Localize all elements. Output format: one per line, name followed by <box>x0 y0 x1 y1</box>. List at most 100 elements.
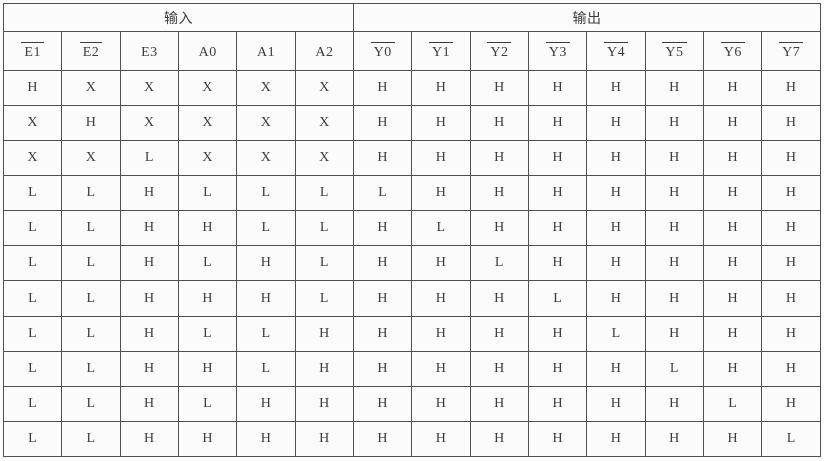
truth-table-cell: H <box>761 385 821 422</box>
truth-table-cell: H <box>353 245 413 282</box>
truth-table-cell: L <box>61 420 121 458</box>
truth-table-cell: H <box>586 245 646 282</box>
truth-table-cell: H <box>119 315 180 352</box>
signal-label: E3 <box>141 44 158 60</box>
truth-table-cell: H <box>703 350 763 387</box>
truth-table-cell: H <box>703 105 763 142</box>
truth-table-cell: H <box>469 105 530 142</box>
truth-table-cell: H <box>353 140 413 177</box>
truth-table-cell: H <box>703 280 763 317</box>
truth-table-cell: H <box>119 210 180 247</box>
truth-table-cell: H <box>411 280 471 317</box>
truth-table-cell: H <box>644 420 705 458</box>
column-header-e2: E2 <box>61 31 121 71</box>
truth-table-cell: H <box>411 350 471 387</box>
truth-table-cell: H <box>236 280 296 317</box>
overlined-signal-label: Y0 <box>370 41 395 60</box>
truth-table-cell: H <box>528 69 588 107</box>
truth-table-cell: H <box>469 140 530 177</box>
truth-table-cell: H <box>119 350 180 387</box>
truth-table-cell: H <box>761 350 821 387</box>
truth-table-cell: L <box>761 420 821 458</box>
truth-table-cell: L <box>178 315 238 352</box>
truth-table-cell: H <box>469 385 530 422</box>
truth-table-cell: H <box>411 69 471 107</box>
group-header-row: 输入 输出 <box>2 3 821 32</box>
truth-table-cell: H <box>178 350 238 387</box>
truth-table-cell: L <box>61 315 121 352</box>
truth-table-cell: H <box>703 315 763 352</box>
truth-table-cell: L <box>178 175 238 212</box>
truth-table-cell: H <box>761 245 821 282</box>
column-header-a2: A2 <box>294 31 355 71</box>
truth-table-cell: H <box>353 315 413 352</box>
truth-table-cell: L <box>703 385 763 422</box>
truth-table-cell: H <box>528 175 588 212</box>
column-header-y3: Y3 <box>528 31 588 71</box>
truth-table-cell: H <box>353 69 413 107</box>
truth-table-cell: H <box>236 420 296 458</box>
truth-table-cell: L <box>2 280 63 317</box>
truth-table-cell: X <box>61 69 121 107</box>
truth-table-cell: H <box>119 385 180 422</box>
truth-table-cell: L <box>119 140 180 177</box>
truth-table-cell: H <box>644 69 705 107</box>
truth-table-cell: H <box>353 105 413 142</box>
truth-table-cell: H <box>294 420 355 458</box>
truth-table-cell: X <box>178 105 238 142</box>
truth-table-cell: H <box>703 69 763 107</box>
truth-table-cell: L <box>61 385 121 422</box>
truth-table-cell: H <box>236 245 296 282</box>
truth-table-cell: H <box>178 210 238 247</box>
truth-table-cell: X <box>178 140 238 177</box>
truth-table-cell: X <box>119 69 180 107</box>
truth-table-cell: L <box>236 350 296 387</box>
truth-table-cell: H <box>644 140 705 177</box>
truth-table-cell: H <box>761 280 821 317</box>
truth-table-cell: L <box>294 210 355 247</box>
overlined-signal-label: Y4 <box>604 41 629 60</box>
input-group-header: 输入 <box>2 3 355 32</box>
truth-table-cell: L <box>2 385 63 422</box>
truth-table-cell: X <box>294 140 355 177</box>
truth-table-cell: H <box>411 105 471 142</box>
truth-table-cell: L <box>2 420 63 458</box>
truth-table-cell: H <box>469 280 530 317</box>
truth-table-cell: L <box>2 175 63 212</box>
truth-table-cell: H <box>528 140 588 177</box>
truth-table-cell: H <box>119 280 180 317</box>
truth-table-cell: L <box>2 245 63 282</box>
truth-table-cell: H <box>411 315 471 352</box>
truth-table-cell: X <box>119 105 180 142</box>
truth-table-cell: H <box>586 105 646 142</box>
truth-table-cell: X <box>2 140 63 177</box>
truth-table-cell: L <box>294 280 355 317</box>
truth-table-cell: H <box>178 420 238 458</box>
truth-table-cell: H <box>469 350 530 387</box>
truth-table-cell: H <box>528 210 588 247</box>
truth-table-cell: H <box>644 105 705 142</box>
truth-table-cell: L <box>61 280 121 317</box>
truth-table-cell: H <box>119 245 180 282</box>
truth-table-cell: X <box>236 69 296 107</box>
truth-table-cell: H <box>469 210 530 247</box>
truth-table-cell: H <box>586 420 646 458</box>
truth-table-cell: L <box>2 350 63 387</box>
truth-table-cell: H <box>761 210 821 247</box>
truth-table-cell: X <box>294 69 355 107</box>
truth-table-cell: L <box>178 385 238 422</box>
column-header-y1: Y1 <box>411 31 471 71</box>
truth-table-cell: H <box>644 210 705 247</box>
truth-table-cell: H <box>411 385 471 422</box>
truth-table-cell: L <box>586 315 646 352</box>
column-header-y7: Y7 <box>761 31 821 71</box>
truth-table-cell: H <box>119 420 180 458</box>
truth-table-cell: H <box>528 105 588 142</box>
truth-table-cell: H <box>644 315 705 352</box>
truth-table-cell: H <box>353 350 413 387</box>
